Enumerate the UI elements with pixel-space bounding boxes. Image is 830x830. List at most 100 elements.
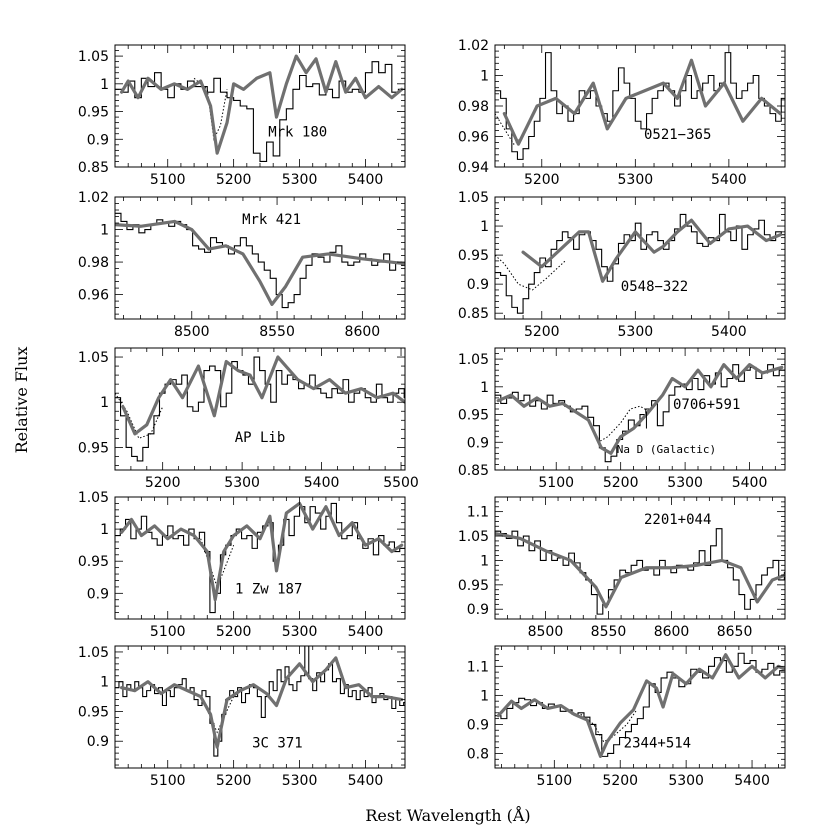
x-tick-label: 5200 [216, 172, 252, 188]
panel-7: 8500 8550 8600 8650 0.9 0.95 1 1.05 1.1 2201+044 [458, 496, 786, 640]
comparison-spectrum [200, 538, 235, 589]
x-tick-label: 5300 [282, 172, 318, 188]
y-tick-label: 0.9 [467, 277, 489, 293]
y-tick-label: 1.05 [458, 352, 489, 368]
plot-area [495, 528, 785, 615]
object-name-label: 0521−365 [644, 127, 711, 143]
template-fit [119, 501, 404, 602]
x-tick-label: 8550 [259, 324, 295, 340]
observed-spectrum [495, 52, 785, 160]
x-tick-label: 5300 [667, 475, 703, 491]
y-tick-label: 0.85 [78, 160, 109, 176]
x-tick-label: 5400 [734, 773, 770, 789]
template-fit [502, 58, 782, 146]
x-tick-label: 5500 [383, 475, 419, 491]
panel-8: 5100 5200 5300 5400 0.9 0.95 1 1.05 3C 371 [78, 645, 406, 789]
x-tick-label: 8650 [717, 624, 753, 640]
x-tick-label: 8600 [654, 624, 690, 640]
observed-spectrum [495, 361, 785, 463]
y-tick-label: 1 [100, 522, 109, 538]
y-tick-label: 0.94 [458, 160, 489, 176]
x-tick-label: 5300 [668, 773, 704, 789]
y-tick-label: 0.98 [78, 255, 109, 271]
y-tick-label: 0.9 [467, 435, 489, 451]
panel-grid: 5100 5200 5300 5400 0.85 0.9 0.95 1 1.05 Mrk 180 5… [78, 38, 786, 789]
y-tick-label: 1.05 [78, 49, 109, 65]
template-fit [496, 363, 784, 455]
y-tick-label: 0.96 [458, 130, 489, 146]
plot-area [115, 501, 405, 614]
x-tick-label: 5400 [348, 172, 384, 188]
x-tick-label: 5100 [536, 773, 572, 789]
y-tick-label: 0.8 [467, 746, 489, 762]
y-tick-label: 1.02 [458, 38, 489, 54]
object-name-label: 0706+591 [673, 397, 740, 413]
y-tick-label: 1.05 [78, 645, 109, 661]
panel-4: 5200 5300 5400 5500 0.95 1 1.05 AP Lib [78, 347, 419, 491]
template-fit [121, 355, 405, 436]
x-tick-label: 5300 [282, 624, 318, 640]
x-tick-label: 5200 [216, 624, 252, 640]
observed-spectrum [115, 61, 405, 162]
x-tick-label: 5300 [224, 475, 260, 491]
template-fit [119, 54, 404, 155]
x-tick-label: 8500 [174, 324, 210, 340]
y-tick-label: 1 [100, 675, 109, 691]
x-tick-label: 5100 [150, 172, 186, 188]
object-name-label: Mrk 421 [242, 212, 301, 228]
x-tick-label: 5200 [524, 172, 560, 188]
x-tick-label: 5100 [150, 773, 186, 789]
plot-area [495, 52, 785, 160]
x-axis-label: Rest Wavelength (Å) [365, 805, 530, 825]
y-tick-label: 0.98 [458, 99, 489, 115]
x-tick-label: 5400 [348, 773, 384, 789]
y-tick-label: 1.05 [78, 350, 109, 366]
y-tick-label: 0.95 [78, 440, 109, 456]
y-tick-label: 1 [100, 77, 109, 93]
y-tick-label: 1 [100, 223, 109, 239]
plot-area [115, 54, 405, 162]
object-name-label: 0548−322 [621, 279, 688, 295]
x-tick-label: 5100 [538, 475, 574, 491]
panel-2: 8500 8550 8600 0.96 0.98 1 1.02 Mrk 421 [78, 190, 406, 340]
x-tick-label: 5300 [618, 172, 654, 188]
panel-frame [114, 44, 406, 168]
y-tick-label: 0.95 [458, 408, 489, 424]
panel-frame [494, 496, 786, 620]
template-fit [115, 219, 405, 306]
na-d-annotation: Na D (Galactic) [617, 443, 716, 456]
object-name-label: 1 Zw 187 [235, 581, 302, 597]
x-tick-label: 5400 [732, 475, 768, 491]
x-tick-label: 8500 [528, 624, 564, 640]
y-tick-label: 1 [480, 380, 489, 396]
panel-frame [494, 196, 786, 320]
plot-area [495, 213, 785, 314]
plot-area [115, 355, 405, 462]
x-tick-label: 5200 [524, 324, 560, 340]
y-tick-label: 0.9 [87, 132, 109, 148]
plot-area [495, 652, 785, 758]
y-tick-label: 1 [480, 688, 489, 704]
plot-area [115, 212, 405, 309]
x-tick-label: 5400 [711, 324, 747, 340]
panel-0: 5100 5200 5300 5400 0.85 0.9 0.95 1 1.05 Mrk 180 [78, 44, 406, 188]
x-tick-label: 5400 [348, 624, 384, 640]
comparison-spectrum [495, 105, 538, 145]
object-name-label: Mrk 180 [268, 125, 327, 141]
x-tick-label: 5200 [602, 773, 638, 789]
x-tick-label: 5300 [282, 773, 318, 789]
x-tick-label: 5400 [711, 172, 747, 188]
y-tick-label: 0.95 [78, 554, 109, 570]
y-axis-label: Relative Flux [12, 347, 31, 454]
object-name-label: 2201+044 [644, 512, 711, 528]
observed-spectrum [495, 528, 785, 615]
y-tick-label: 0.85 [458, 463, 489, 479]
x-tick-label: 5200 [603, 475, 639, 491]
x-tick-label: 5200 [145, 475, 181, 491]
y-tick-label: 1.02 [78, 190, 109, 206]
panel-6: 5100 5200 5300 5400 0.9 0.95 1 1.05 1 Zw 187 [78, 490, 406, 640]
y-tick-label: 0.9 [87, 586, 109, 602]
observed-spectrum [115, 646, 405, 757]
comparison-spectrum [495, 254, 566, 291]
comparison-spectrum [575, 405, 650, 443]
